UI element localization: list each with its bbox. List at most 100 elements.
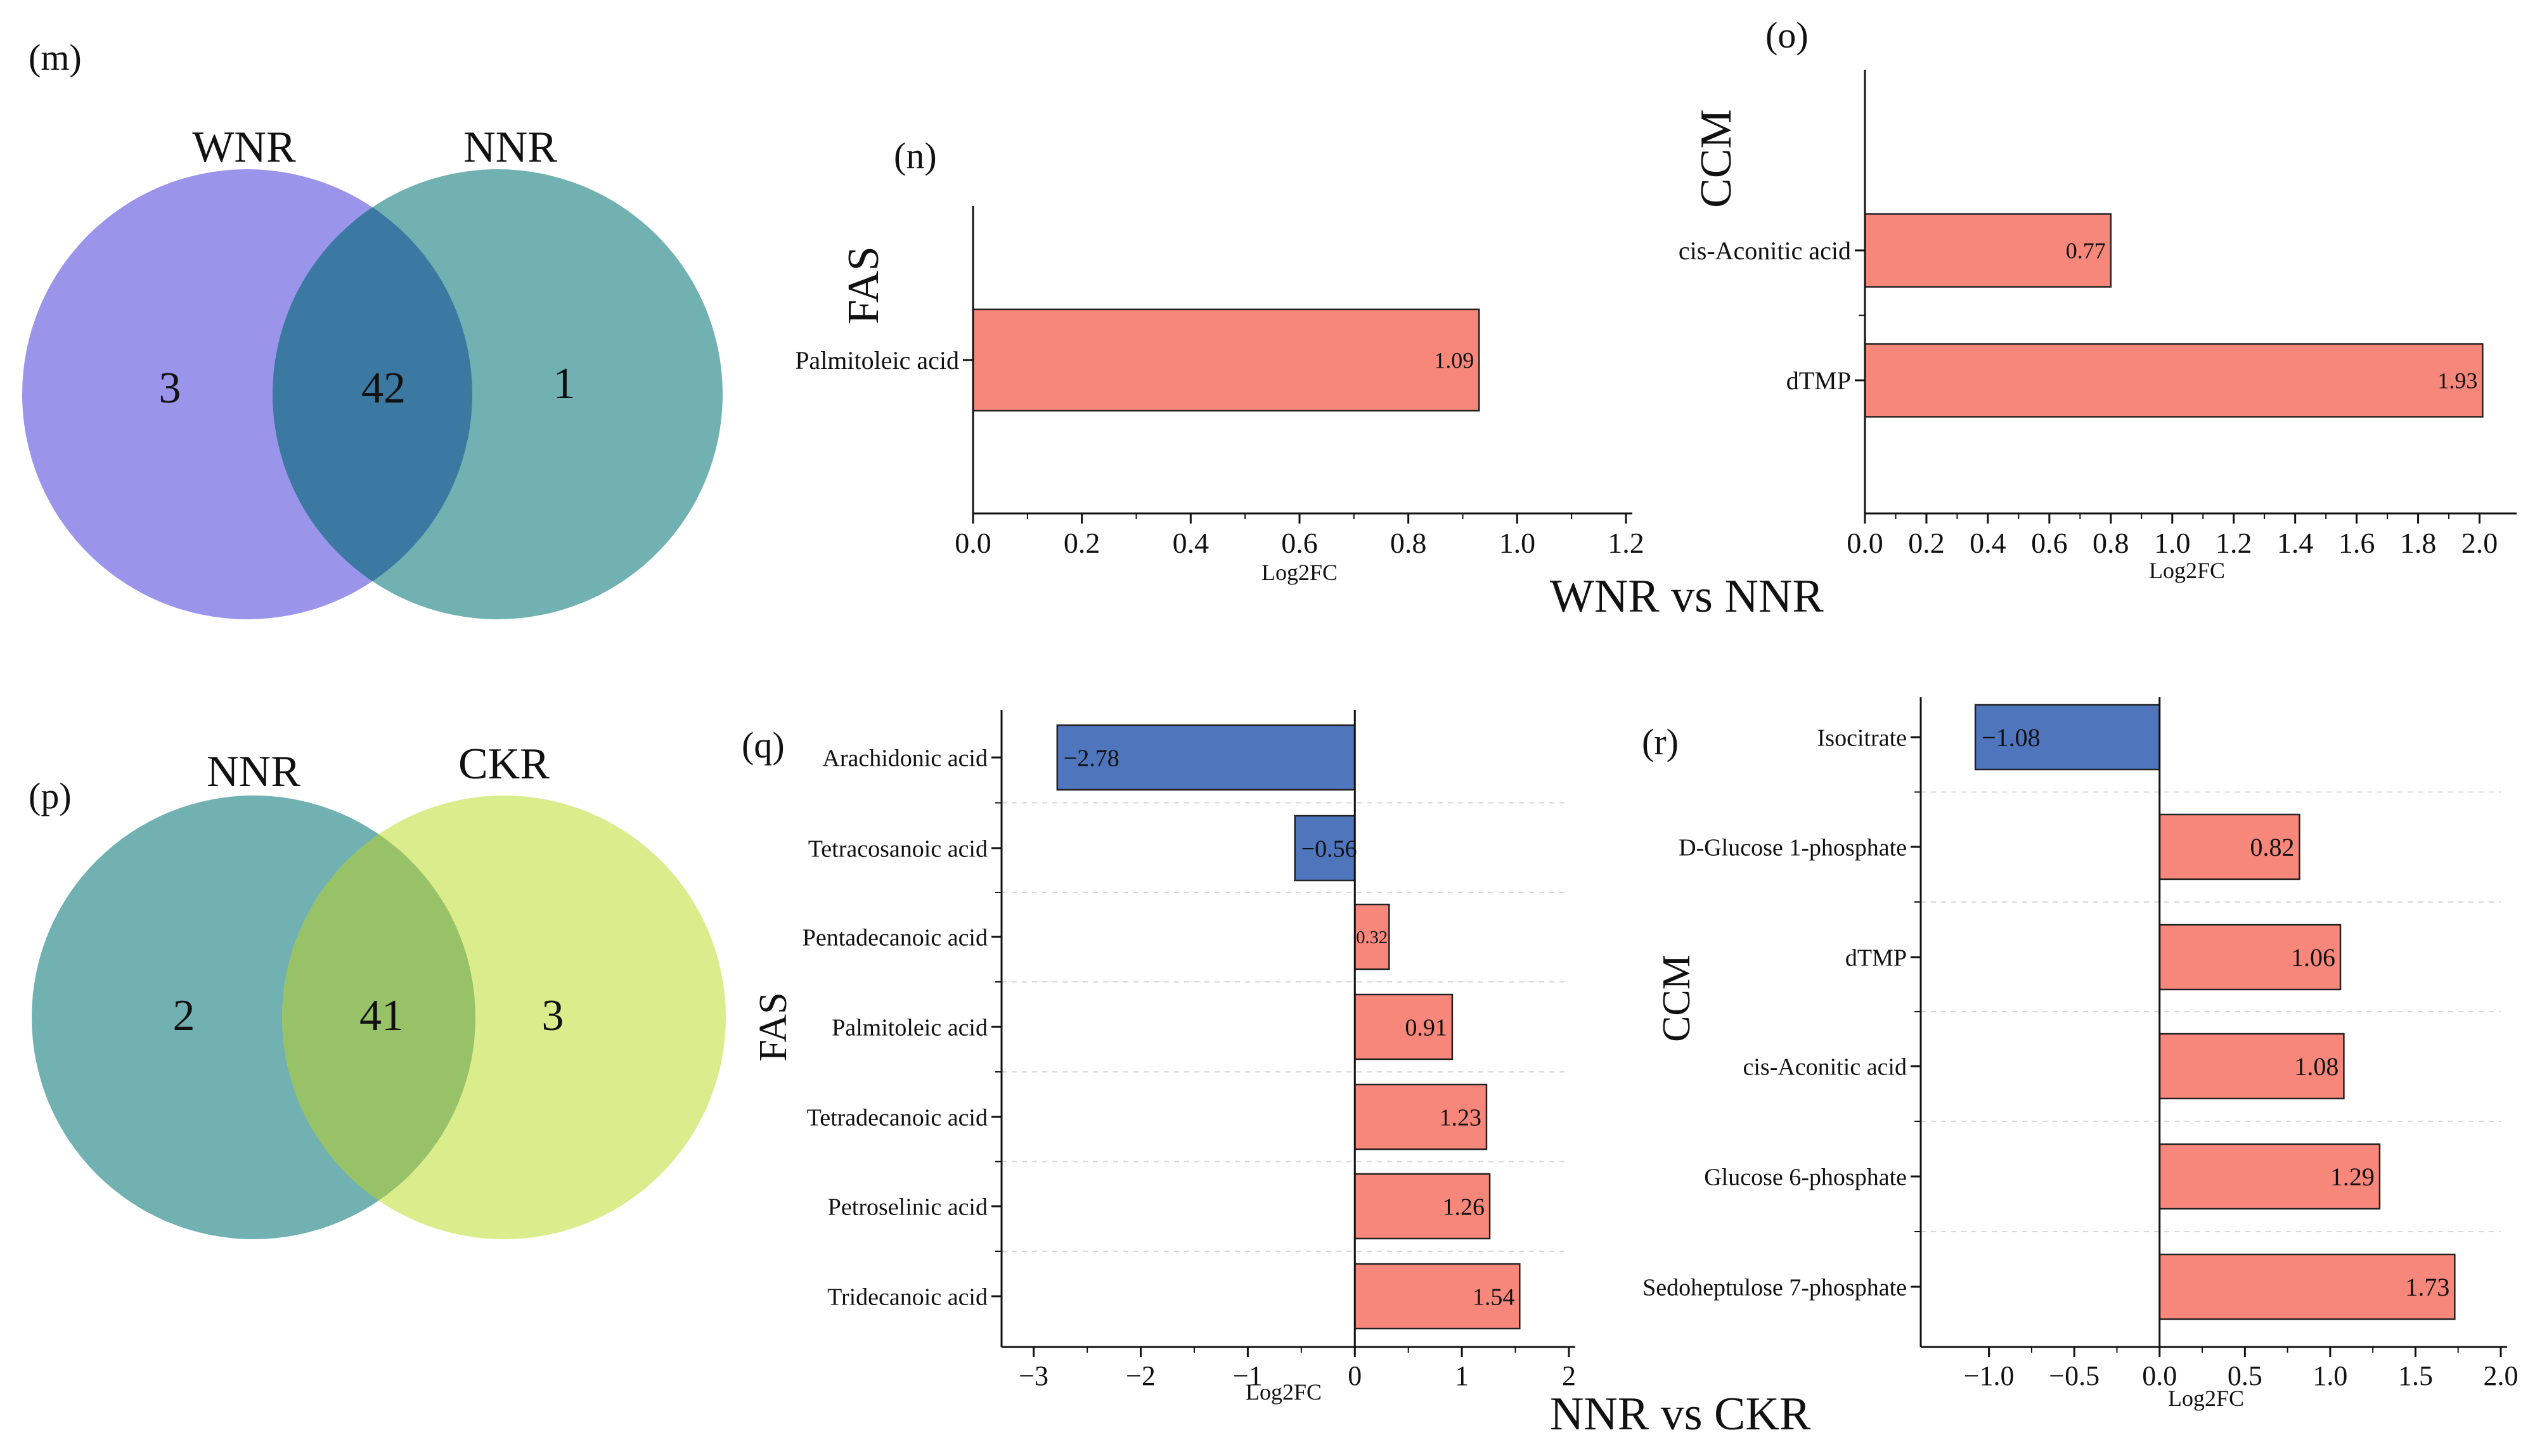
category-label-n-0: Palmitoleic acid: [795, 346, 959, 375]
x-tick-label-o-7: 1.4: [2277, 527, 2314, 559]
venn-m-only-b: 1: [553, 359, 576, 408]
x-tick-label-o-9: 1.8: [2400, 527, 2437, 559]
category-label-q-6: Tridecanoic acid: [827, 1284, 988, 1310]
category-label-o-1: dTMP: [1786, 366, 1851, 395]
x-axis-label-o: Log2FC: [2149, 558, 2225, 583]
x-tick-label-q-1: −2: [1126, 1360, 1156, 1391]
x-tick-label-q-5: 2: [1562, 1360, 1576, 1391]
bar-o-0: [1864, 213, 2112, 288]
bar-r-3: [2158, 1033, 2345, 1100]
bar-q-6: [1354, 1263, 1521, 1330]
venn-m-both: 42: [361, 364, 406, 413]
x-tick-label-n-4: 0.8: [1390, 527, 1427, 559]
category-label-q-5: Petroselinic acid: [828, 1194, 988, 1220]
bar-value-label-r-0: −1.08: [1982, 723, 2041, 752]
y-axis-label-q: FAS: [752, 992, 795, 1061]
venn-p-set-a-label: NNR: [207, 747, 300, 796]
x-tick-label-o-0: 0.0: [1847, 527, 1883, 559]
x-tick-label-o-10: 2.0: [2461, 527, 2498, 559]
venn-p-only-a: 2: [173, 991, 195, 1040]
bar-value-label-q-0: −2.78: [1064, 745, 1119, 771]
bar-value-label-q-3: 0.91: [1405, 1014, 1447, 1041]
comparison-title-bottom: NNR vs CKR: [1550, 1388, 1811, 1440]
bar-chart-o: 0.77 1.93 cis-Aconitic acid dTMP 0.0 0.2 0.4 0.…: [1679, 70, 2517, 583]
venn-m-only-a: 3: [159, 364, 181, 413]
panel-label-r: (r): [1642, 721, 1679, 763]
x-axis-label-q: Log2FC: [1246, 1379, 1322, 1405]
x-tick-label-r-3: 0.5: [2228, 1360, 2262, 1391]
x-tick-label-o-8: 1.6: [2338, 527, 2375, 559]
x-tick-label-o-1: 0.2: [1908, 527, 1945, 559]
comparison-title-top: WNR vs NNR: [1550, 570, 1824, 622]
category-label-q-2: Pentadecanoic acid: [803, 924, 988, 951]
bar-n-0: [972, 308, 1480, 412]
category-label-r-0: Isocitrate: [1817, 725, 1907, 751]
bar-r-5: [2158, 1253, 2456, 1320]
category-label-q-1: Tetracosanoic acid: [808, 835, 988, 862]
bar-value-label-q-6: 1.54: [1473, 1284, 1515, 1310]
bar-chart-q: −2.78 −0.56 0.32 0.91 1.23 1.26 1.54 Arachidoni…: [752, 710, 1576, 1405]
x-tick-label-r-6: 2.0: [2484, 1360, 2519, 1391]
category-label-o-0: cis-Aconitic acid: [1679, 236, 1851, 265]
x-tick-label-o-3: 0.6: [2031, 527, 2068, 559]
x-axis-label-n: Log2FC: [1261, 560, 1338, 585]
y-axis-label-o: CCM: [1692, 109, 1741, 208]
bar-chart-r: −1.08 0.82 1.06 1.08 1.29 1.73 Isocitrate D-Glu…: [1642, 697, 2519, 1411]
category-label-q-3: Palmitoleic acid: [832, 1014, 988, 1041]
x-tick-label-o-5: 1.0: [2154, 527, 2191, 559]
bar-value-label-o-0: 0.77: [2066, 238, 2106, 264]
venn-m-overlap: [273, 169, 472, 619]
x-tick-label-o-4: 0.8: [2093, 527, 2129, 559]
bar-value-label-q-2: 0.32: [1356, 928, 1388, 948]
bar-value-label-r-5: 1.73: [2405, 1273, 2449, 1301]
x-tick-label-n-2: 0.4: [1173, 527, 1209, 559]
x-tick-label-o-2: 0.4: [1970, 527, 2006, 559]
x-tick-label-q-0: −3: [1019, 1360, 1048, 1391]
venn-p: NNR CKR 2 41 3: [32, 740, 726, 1239]
x-tick-label-n-6: 1.2: [1608, 527, 1644, 559]
venn-m-set-b-label: NNR: [463, 123, 557, 172]
bar-value-label-q-5: 1.26: [1443, 1194, 1485, 1220]
bar-o-1: [1864, 343, 2484, 418]
x-tick-label-q-4: 1: [1455, 1360, 1469, 1391]
x-tick-label-o-6: 1.2: [2216, 527, 2252, 559]
bar-value-label-r-4: 1.29: [2330, 1163, 2375, 1191]
bar-value-label-q-4: 1.23: [1439, 1104, 1481, 1131]
bar-value-label-r-2: 1.06: [2291, 943, 2335, 972]
x-tick-label-r-1: −0.5: [2049, 1360, 2100, 1391]
category-label-r-5: Sedoheptulose 7-phosphate: [1642, 1274, 1907, 1301]
x-tick-label-n-5: 1.0: [1499, 527, 1536, 559]
bar-r-2: [2158, 924, 2342, 991]
y-axis-label-r: CCM: [1655, 955, 1698, 1042]
category-label-r-2: dTMP: [1845, 944, 1907, 971]
bar-r-0: [1974, 704, 2161, 771]
panel-label-q: (q): [742, 725, 785, 766]
bar-r-1: [2158, 813, 2300, 880]
venn-p-overlap: [282, 796, 475, 1239]
panel-label-p: (p): [29, 775, 72, 816]
category-label-q-0: Arachidonic acid: [822, 745, 988, 771]
category-label-r-4: Glucose 6-phosphate: [1704, 1164, 1907, 1190]
bar-chart-n: 1.09 Palmitoleic acid 0.0 0.2 0.4 0.6 0.8 1.0 1.…: [795, 206, 1644, 585]
bar-q-0: [1056, 724, 1356, 791]
bar-q-5: [1354, 1173, 1491, 1240]
panel-label-m: (m): [29, 37, 82, 78]
panel-label-o: (o): [1765, 15, 1809, 56]
x-tick-label-r-5: 1.5: [2398, 1360, 2433, 1391]
category-label-r-1: D-Glucose 1-phosphate: [1679, 834, 1907, 861]
category-label-r-3: cis-Aconitic acid: [1743, 1053, 1907, 1080]
x-tick-label-r-2: 0.0: [2142, 1360, 2177, 1391]
bar-value-label-o-1: 1.93: [2437, 368, 2477, 394]
category-label-q-4: Tetradecanoic acid: [807, 1104, 988, 1131]
x-axis-label-r: Log2FC: [2168, 1386, 2244, 1411]
bar-value-label-n-0: 1.09: [1434, 348, 1474, 373]
x-tick-label-r-4: 1.0: [2312, 1360, 2347, 1391]
venn-p-both: 41: [359, 991, 404, 1040]
x-tick-label-n-3: 0.6: [1281, 527, 1318, 559]
panel-label-n: (n): [894, 135, 937, 176]
bar-value-label-r-1: 0.82: [2250, 833, 2294, 861]
venn-p-only-b: 3: [542, 991, 564, 1040]
bar-value-label-r-3: 1.08: [2294, 1052, 2338, 1081]
x-tick-label-r-0: −1.0: [1964, 1360, 2015, 1391]
